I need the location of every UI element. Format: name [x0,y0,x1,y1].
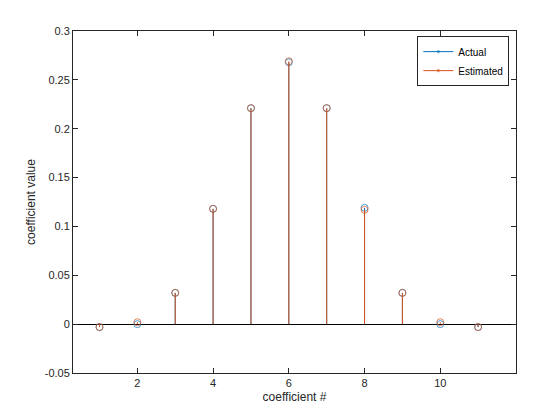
svg-text:0.1: 0.1 [55,220,70,232]
svg-text:0.05: 0.05 [48,269,69,281]
svg-text:4: 4 [210,377,216,389]
svg-text:0.3: 0.3 [55,25,70,37]
svg-text:Actual: Actual [458,47,486,58]
svg-text:2: 2 [134,377,140,389]
svg-text:6: 6 [286,377,292,389]
svg-text:0.2: 0.2 [55,123,70,135]
svg-text:8: 8 [361,377,367,389]
svg-text:-0.05: -0.05 [45,367,70,379]
svg-text:0.15: 0.15 [48,171,69,183]
svg-text:Estimated: Estimated [458,66,502,77]
svg-text:coefficient #: coefficient # [263,390,327,404]
svg-text:10: 10 [434,377,446,389]
svg-text:coefficient value: coefficient value [24,159,38,245]
svg-text:0.25: 0.25 [48,74,69,86]
svg-text:0: 0 [64,318,70,330]
